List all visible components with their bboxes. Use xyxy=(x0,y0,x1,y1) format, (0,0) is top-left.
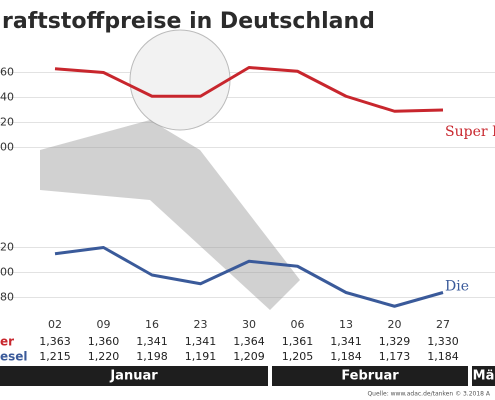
y-tick-label: 00 xyxy=(0,266,14,279)
table-value: 1,363 xyxy=(39,335,71,348)
month-bar xyxy=(272,366,468,386)
y-tick-label: 80 xyxy=(0,291,14,304)
table-value: 1,341 xyxy=(136,335,168,348)
x-tick-label: 02 xyxy=(48,318,62,331)
table-value: 1,215 xyxy=(39,350,71,363)
series-line xyxy=(54,66,444,113)
table-value: 1,341 xyxy=(330,335,362,348)
x-tick-label: 30 xyxy=(242,318,256,331)
table-value: 1,191 xyxy=(185,350,217,363)
chart-title: raftstoffpreise in Deutschland xyxy=(2,9,375,34)
table-value: 1,173 xyxy=(379,350,411,363)
table-value: 1,184 xyxy=(427,350,459,363)
table-value: 1,360 xyxy=(88,335,120,348)
fuel-cap xyxy=(129,29,231,131)
plot xyxy=(54,66,444,308)
x-tick-label: 06 xyxy=(291,318,305,331)
series-line xyxy=(54,246,444,308)
month-label: Februar xyxy=(341,369,399,384)
table-bg xyxy=(0,312,495,364)
month-label: Mä xyxy=(473,369,495,384)
y-tick-label: 60 xyxy=(0,66,14,79)
table-value: 1,364 xyxy=(233,335,265,348)
month-label: Januar xyxy=(109,369,158,384)
y-tick-label: 40 xyxy=(0,91,14,104)
table-value: 1,220 xyxy=(88,350,120,363)
table-value: 1,361 xyxy=(282,335,314,348)
table-value: 1,329 xyxy=(379,335,411,348)
x-tick-label: 20 xyxy=(388,318,402,331)
source: Quelle: www.adac.de/tanken © 3.2018 A xyxy=(367,391,490,398)
y-tick-label: 20 xyxy=(0,116,14,129)
table-value: 1,209 xyxy=(233,350,265,363)
y-tick-label: 20 xyxy=(0,241,14,254)
table-value: 1,341 xyxy=(185,335,217,348)
row-label: er xyxy=(0,335,14,349)
table-value: 1,205 xyxy=(282,350,314,363)
month-bar xyxy=(0,366,268,386)
month-bar xyxy=(472,366,495,386)
y-tick-label: 00 xyxy=(0,141,14,154)
x-tick-label: 27 xyxy=(436,318,450,331)
table-value: 1,330 xyxy=(427,335,459,348)
row-label: esel xyxy=(0,350,28,364)
series-label: Die xyxy=(445,279,469,295)
nozzle xyxy=(40,120,300,310)
x-tick-label: 09 xyxy=(97,318,111,331)
table-value: 1,184 xyxy=(330,350,362,363)
series-label: Super E xyxy=(445,124,495,140)
x-tick-label: 16 xyxy=(145,318,159,331)
x-tick-label: 13 xyxy=(339,318,353,331)
grid xyxy=(0,72,495,298)
table-value: 1,198 xyxy=(136,350,168,363)
x-tick-label: 23 xyxy=(194,318,208,331)
